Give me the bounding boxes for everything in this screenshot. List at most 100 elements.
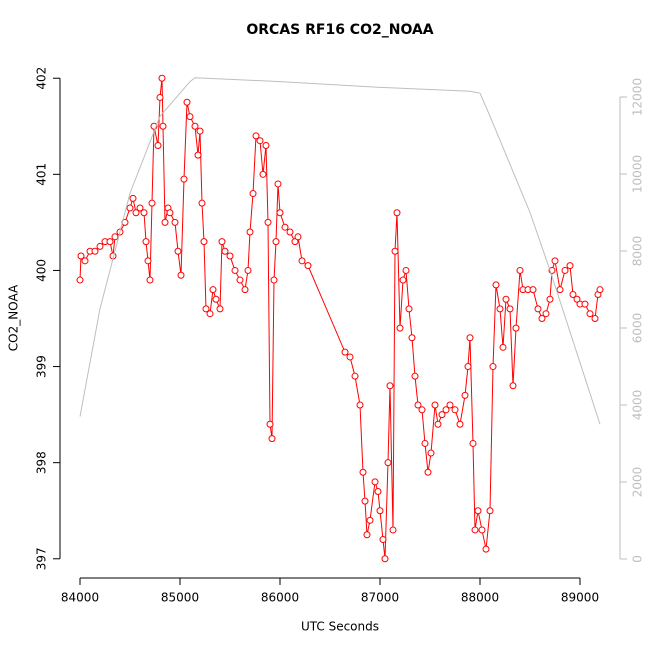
data-point <box>384 459 392 467</box>
data-point <box>466 334 474 342</box>
data-point <box>391 247 399 255</box>
data-point <box>196 127 204 135</box>
data-point <box>446 401 454 409</box>
y-tick-label: 402 <box>35 67 49 90</box>
data-point <box>379 536 387 544</box>
data-point <box>461 391 469 399</box>
x-tick-label: 84000 <box>61 591 99 605</box>
x-tick-label: 85000 <box>161 591 199 605</box>
data-point <box>351 372 359 380</box>
data-point <box>142 238 150 246</box>
data-point <box>469 439 477 447</box>
data-point <box>538 315 546 322</box>
data-point <box>551 257 559 265</box>
data-point <box>198 199 206 207</box>
data-point <box>111 233 119 241</box>
data-point <box>156 93 164 101</box>
data-point <box>546 295 554 303</box>
data-point <box>236 276 244 284</box>
data-point <box>249 190 257 198</box>
data-point <box>421 439 429 447</box>
y2-tick-label: 0 <box>631 555 645 563</box>
data-point <box>183 98 191 106</box>
y2-tick-label: 8000 <box>631 236 645 267</box>
data-point <box>464 363 472 371</box>
y2-tick-label: 4000 <box>631 390 645 421</box>
data-point <box>396 324 404 332</box>
data-point <box>216 305 224 313</box>
data-point <box>231 266 239 274</box>
data-point <box>270 276 278 284</box>
data-point <box>556 286 564 294</box>
data-point <box>381 555 389 563</box>
data-point <box>132 209 140 217</box>
data-point <box>226 252 234 260</box>
data-point <box>482 545 490 553</box>
data-point <box>478 526 486 534</box>
data-point <box>136 204 144 212</box>
data-point <box>209 286 217 294</box>
data-point <box>144 257 152 265</box>
y-tick-label: 400 <box>35 259 49 282</box>
data-point <box>186 113 194 121</box>
data-point <box>451 406 459 414</box>
data-point <box>146 276 154 284</box>
data-point <box>408 334 416 342</box>
data-point <box>281 223 289 231</box>
data-point <box>180 175 188 183</box>
data-point <box>259 170 267 178</box>
data-point <box>474 507 482 515</box>
data-point <box>276 209 284 217</box>
data-point <box>356 401 364 409</box>
data-point <box>569 290 577 298</box>
x-axis-label: UTC Seconds <box>301 620 379 634</box>
x-tick-label: 89000 <box>561 591 599 605</box>
data-point <box>442 406 450 414</box>
series-line <box>79 77 601 425</box>
data-point <box>512 324 520 332</box>
data-point <box>91 247 99 255</box>
data-point <box>542 310 550 318</box>
data-point <box>286 228 294 236</box>
data-point <box>516 266 524 274</box>
data-point <box>471 526 479 534</box>
data-point <box>361 497 369 505</box>
data-point <box>363 531 371 539</box>
y-tick-label: 397 <box>35 547 49 570</box>
data-point <box>456 420 464 428</box>
data-point <box>492 281 500 289</box>
data-point <box>393 209 401 217</box>
data-point <box>434 420 442 428</box>
data-point <box>171 218 179 226</box>
data-point <box>304 262 312 270</box>
data-point <box>154 142 162 149</box>
data-point <box>241 286 249 294</box>
y2-tick-label: 6000 <box>631 313 645 344</box>
data-point <box>106 238 114 246</box>
data-point <box>212 295 220 303</box>
x-tick-label: 86000 <box>261 591 299 605</box>
data-point <box>272 238 280 246</box>
data-point <box>244 266 252 274</box>
data-point <box>294 233 302 241</box>
data-point <box>268 435 276 443</box>
data-point <box>96 242 104 250</box>
data-point <box>486 507 494 515</box>
data-point <box>529 286 537 294</box>
data-point <box>359 468 367 476</box>
data-point <box>346 353 354 361</box>
data-point <box>376 507 384 515</box>
data-point <box>159 122 167 130</box>
data-point <box>202 305 210 313</box>
y2-tick-label: 12000 <box>631 78 645 116</box>
data-point <box>191 122 199 130</box>
data-point <box>256 137 264 145</box>
data-point <box>206 310 214 318</box>
data-point <box>573 295 581 303</box>
data-point <box>298 257 306 265</box>
data-point <box>386 382 394 390</box>
data-point <box>566 262 574 270</box>
data-point <box>264 218 272 226</box>
